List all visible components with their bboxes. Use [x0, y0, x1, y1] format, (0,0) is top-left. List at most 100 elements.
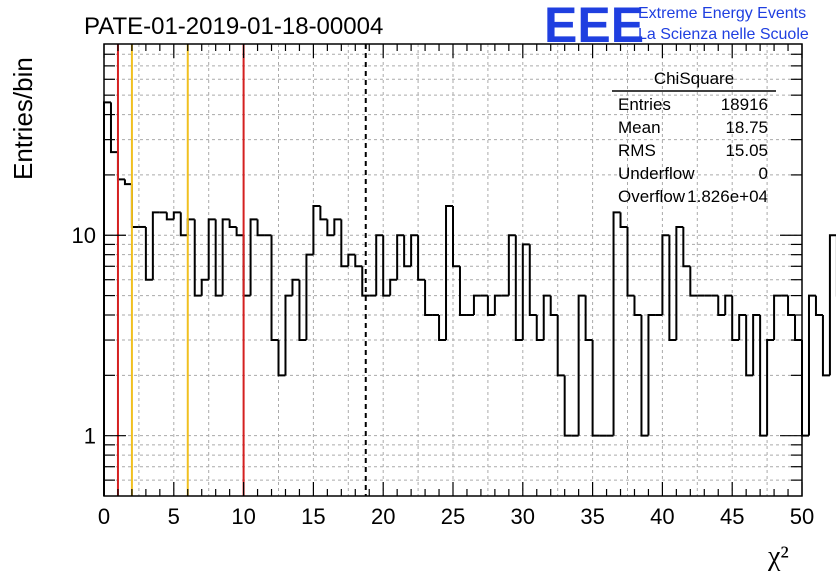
histogram-bin: [731, 295, 740, 342]
histogram-bin: [256, 219, 265, 237]
histogram-bin: [144, 226, 153, 281]
histogram-bin: [759, 315, 768, 437]
histogram-bin: [396, 234, 405, 280]
histogram-bin: [375, 234, 384, 296]
histogram-bin: [766, 339, 775, 436]
histogram-bin: [151, 211, 160, 280]
histogram-bin: [186, 218, 195, 236]
histogram-bin: [445, 204, 453, 341]
x-tick-label: 30: [511, 504, 535, 529]
x-tick-label: 50: [790, 504, 814, 529]
histogram-bin: [619, 212, 628, 228]
histogram-bin: [235, 226, 244, 237]
histogram-bin: [109, 102, 118, 154]
x-tick-label: 40: [650, 504, 674, 529]
histogram-bin: [682, 226, 691, 268]
histogram-bin: [103, 101, 111, 496]
stats-label-overflow: Overflow: [618, 187, 686, 206]
histogram-bin: [814, 295, 823, 317]
histogram-bin: [640, 315, 649, 437]
histogram-bin: [312, 204, 321, 255]
histogram-bin: [228, 219, 237, 228]
stats-label-rms: RMS: [618, 141, 656, 160]
histogram-bin: [647, 314, 656, 436]
histogram-bin: [521, 243, 530, 341]
histogram-bin: [549, 295, 558, 317]
histogram-bin: [291, 278, 300, 296]
x-tick-label: 15: [301, 504, 325, 529]
histogram-bin: [193, 219, 202, 297]
reference-lines: [116, 44, 367, 496]
histogram-bin: [389, 278, 398, 296]
stats-value-mean: 18.75: [725, 118, 768, 137]
histogram-bin: [486, 295, 495, 317]
histogram-bin: [472, 294, 481, 316]
histogram-bin: [284, 294, 293, 376]
y-tick-label: 10: [72, 223, 96, 248]
stats-value-underflow: 0: [759, 164, 768, 183]
histogram-bin: [458, 266, 467, 317]
histogram-bin: [277, 340, 286, 377]
x-tick-label: 0: [98, 504, 110, 529]
x-tick-label: 45: [720, 504, 744, 529]
histogram-bin: [828, 234, 836, 376]
histogram-bin: [172, 211, 181, 220]
stats-box: ChiSquare Entries 18916 Mean 18.75 RMS 1…: [612, 69, 776, 206]
histogram-bin: [382, 235, 391, 297]
eee-logo: EEE: [544, 0, 644, 53]
histogram-bin: [807, 294, 816, 436]
histogram-bin: [354, 254, 363, 268]
histogram-marks: [103, 101, 836, 496]
histogram-bin: [821, 315, 830, 377]
histogram-bin: [207, 218, 216, 280]
histogram-bin: [424, 279, 433, 317]
stats-label-entries: Entries: [618, 95, 671, 114]
y-tick-label: 1: [84, 424, 96, 449]
histogram-bin: [221, 218, 230, 296]
histogram-bin: [612, 211, 621, 436]
histogram-bin: [165, 212, 174, 221]
histogram-bin: [270, 235, 279, 342]
stats-value-entries: 18916: [721, 95, 768, 114]
histogram-bin: [773, 294, 782, 341]
stats-value-rms: 15.05: [725, 141, 768, 160]
histogram-bin: [438, 315, 447, 342]
histogram-bin: [507, 234, 516, 296]
histogram-bin: [340, 219, 349, 268]
histogram-bin: [493, 294, 502, 316]
stats-label-mean: Mean: [618, 118, 661, 137]
axis-ticks: 0 5 10 15 20 25 30 35 40 45 50 1 10: [72, 44, 814, 529]
x-tick-label: 20: [371, 504, 395, 529]
histogram-bin: [298, 279, 307, 342]
histogram-bin: [794, 315, 802, 342]
histogram-bin: [556, 315, 565, 377]
stats-label-underflow: Underflow: [618, 164, 695, 183]
histogram-bin: [319, 205, 328, 221]
histogram-bin: [542, 294, 551, 341]
histogram-bin: [361, 266, 370, 297]
brand-line-2: La Scienza nelle Scuole: [638, 26, 809, 43]
histogram-bin: [563, 375, 572, 437]
x-tick-label: 25: [441, 504, 465, 529]
histogram-bin: [738, 314, 747, 341]
histogram-bin: [403, 235, 412, 268]
histogram-bin: [130, 184, 139, 228]
x-axis-label: χ²: [767, 541, 789, 572]
histogram-bin: [633, 295, 642, 317]
histogram-bin: [333, 218, 342, 236]
histogram-bin: [689, 266, 698, 297]
histogram-bin: [626, 226, 635, 297]
histogram-bin: [179, 212, 188, 237]
stats-value-overflow: 1.826e+04: [687, 187, 768, 206]
histogram-bin: [668, 235, 677, 342]
histogram-bin: [514, 235, 523, 342]
histogram-bin: [661, 234, 670, 316]
histogram-bin: [410, 234, 419, 267]
histogram-bin: [801, 340, 809, 437]
histogram-bin: [200, 278, 209, 296]
histogram-bin: [675, 225, 684, 341]
histogram-bin: [452, 205, 460, 268]
brand-line-1: Extreme Energy Events: [638, 5, 806, 22]
histogram-bin: [528, 244, 537, 317]
